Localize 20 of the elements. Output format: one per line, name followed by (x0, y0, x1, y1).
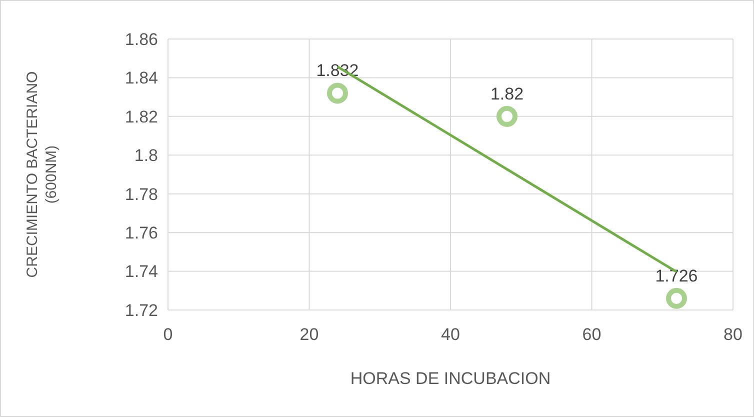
y-axis-title: CRECIMIENTO BACTERIANO (600NM) (24, 71, 60, 278)
x-tick-label: 40 (441, 325, 460, 344)
point (666, 288, 687, 309)
x-tick-label: 80 (724, 325, 742, 344)
point (496, 106, 518, 127)
x-tick-label: 60 (582, 325, 602, 344)
data-label: 1.726 (655, 266, 698, 286)
y-tick-label: 1.74 (124, 262, 158, 282)
y-tick-label: 1.76 (124, 224, 158, 243)
y-tick-label: 1.78 (124, 184, 158, 204)
data-label: 1.82 (490, 84, 524, 104)
x-axis-title: HORAS DE INCUBACION (350, 369, 551, 388)
y-tick-label: 1.84 (124, 68, 158, 88)
y-tick-label: 1.82 (124, 107, 158, 126)
x-tick-label: 20 (300, 325, 319, 344)
y-tick-label: 1.72 (124, 300, 158, 320)
x-tick-label: 0 (163, 325, 173, 344)
y-tick-label: 1.8 (134, 146, 158, 166)
point (327, 82, 348, 104)
y-tick-label: 1.86 (124, 30, 158, 49)
